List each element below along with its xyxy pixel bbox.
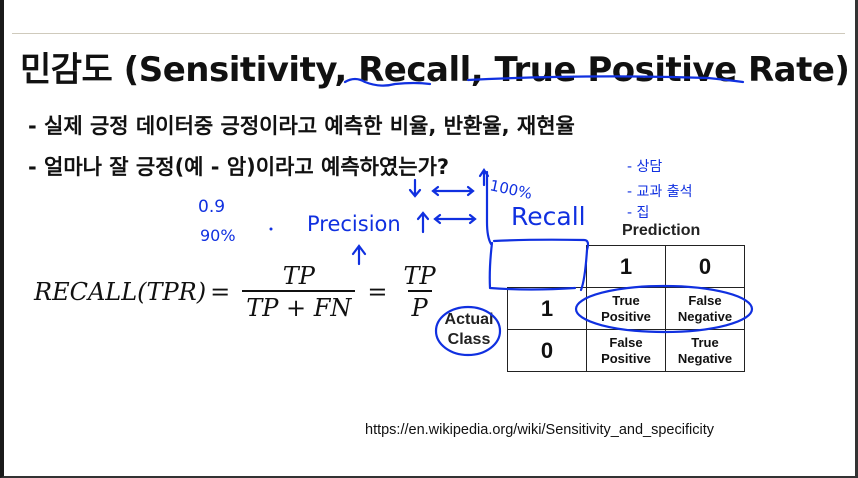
actual-class-label: Actual Class xyxy=(438,310,500,350)
recall-formula: RECALL(TPR) = TP TP + FN = TP P xyxy=(34,262,448,322)
slide-title: 민감도 (Sensitivity, Recall, True Positive … xyxy=(20,50,850,90)
arrow-up xyxy=(416,211,430,234)
confusion-matrix: 1 0 1 True Positive False Negative 0 False… xyxy=(507,245,745,372)
fraction-2-denominator: P xyxy=(407,290,432,322)
arrow-up-100 xyxy=(478,168,490,187)
table-row: 0 False Positive True Negative xyxy=(507,329,745,372)
arrow-up-precision xyxy=(351,244,367,266)
bracket-line xyxy=(485,170,493,246)
annotation-precision: Precision xyxy=(307,212,401,236)
class-label-line: Class xyxy=(447,331,491,348)
double-arrow-top xyxy=(431,185,475,197)
fraction-1-denominator: TP + FN xyxy=(242,290,356,322)
fraction-1: TP TP + FN xyxy=(242,262,356,322)
annotation-0-9: 0.9 xyxy=(198,197,225,217)
bullet-1: - 실제 긍정 데이터중 긍정이라고 예측한 비율, 반환율, 재현율 xyxy=(28,114,575,138)
equals-sign: = xyxy=(367,278,388,306)
prediction-label: Prediction xyxy=(622,222,701,239)
equals-sign: = xyxy=(210,278,231,306)
cell-true-negative: True Negative xyxy=(665,329,745,372)
actual-label-line: Actual xyxy=(444,311,494,328)
circle-true-positive-false-negative xyxy=(574,284,754,334)
annotation-list-2: - 교과 출석 xyxy=(627,184,692,200)
underline-recall xyxy=(343,77,432,87)
fraction-2-numerator: TP xyxy=(403,262,436,290)
annotation-list-1: - 상담 xyxy=(627,159,662,175)
annotation-90-percent: 90% xyxy=(200,226,236,245)
box-prediction xyxy=(488,238,590,292)
actual-header-0: 0 xyxy=(507,329,587,372)
annotation-recall: Recall xyxy=(511,202,586,231)
formula-lhs: RECALL(TPR) xyxy=(34,278,207,306)
table-row: 1 True Positive False Negative xyxy=(507,287,745,330)
annotation-100-percent: 100% xyxy=(488,176,534,203)
bullet-2: - 얼마나 잘 긍정(예 - 암)이라고 예측하였는가? xyxy=(28,155,450,179)
fraction-1-numerator: TP xyxy=(282,262,315,290)
double-arrow-bottom xyxy=(433,213,477,225)
annotation-list-3: - 집 xyxy=(627,205,649,221)
pred-header-0: 0 xyxy=(665,245,745,288)
title-divider xyxy=(12,33,845,34)
cell-false-negative: False Negative xyxy=(665,287,745,330)
table-header-row: 1 0 xyxy=(508,245,745,288)
circle-actual-class xyxy=(434,305,502,357)
source-link[interactable]: https://en.wikipedia.org/wiki/Sensitivit… xyxy=(365,422,714,438)
pred-header-1: 1 xyxy=(586,245,666,288)
underline-true-positive-rate xyxy=(466,75,745,84)
fraction-2: TP P xyxy=(400,262,440,322)
arrow-down xyxy=(408,178,422,198)
